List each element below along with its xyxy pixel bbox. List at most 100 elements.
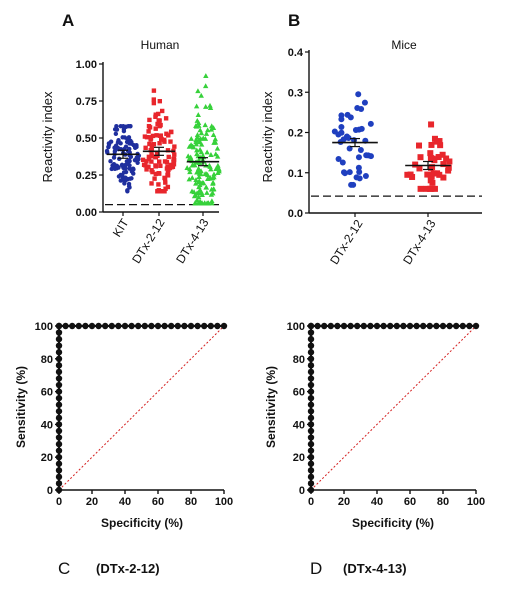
roc-point	[55, 421, 63, 428]
data-point	[358, 125, 365, 132]
data-point	[195, 88, 201, 94]
data-point	[153, 171, 158, 177]
data-point	[198, 200, 205, 206]
data-point	[152, 176, 157, 181]
roc-point	[472, 322, 480, 330]
data-point	[154, 150, 160, 156]
category-label: DTx-4-13	[400, 217, 439, 267]
x-tick-label: 100	[215, 496, 233, 508]
data-point	[115, 164, 120, 169]
data-point	[153, 114, 158, 119]
roc-point	[174, 322, 181, 330]
roc-point	[55, 368, 63, 376]
roc-point	[314, 322, 321, 330]
category-label: DTx-4-13	[173, 216, 212, 266]
roc-point	[307, 467, 315, 474]
panel-b-title: Mice	[391, 38, 417, 52]
y-tick-label: 1.00	[76, 59, 97, 71]
data-point	[197, 127, 203, 133]
data-point	[126, 158, 132, 163]
roc-point	[55, 460, 63, 467]
roc-point	[108, 322, 116, 330]
data-point	[417, 154, 424, 161]
data-point	[166, 133, 171, 138]
data-point	[195, 165, 202, 171]
data-point	[128, 123, 133, 129]
roc-point	[168, 322, 175, 330]
y-tick-label: 20	[293, 452, 305, 464]
data-point	[428, 141, 435, 148]
data-point	[143, 163, 148, 168]
x-tick-label: 60	[404, 496, 416, 508]
data-point	[215, 164, 221, 170]
roc-point	[55, 335, 63, 343]
data-point	[150, 169, 155, 175]
data-point	[157, 123, 162, 129]
data-point	[352, 127, 359, 134]
data-point	[155, 189, 160, 194]
data-point	[125, 188, 130, 193]
data-point	[156, 182, 161, 187]
roc-point	[307, 329, 315, 336]
x-tick-label: 40	[371, 496, 383, 508]
data-point	[200, 135, 206, 141]
roc-point	[373, 322, 381, 330]
data-point	[187, 166, 193, 172]
data-point	[150, 133, 156, 139]
y-tick-label: 0.50	[76, 133, 97, 145]
data-point	[192, 162, 198, 168]
roc-point	[400, 322, 407, 330]
roc-point	[55, 375, 63, 382]
roc-point	[55, 414, 63, 422]
data-point	[195, 112, 201, 117]
roc-point	[135, 322, 142, 330]
data-point	[357, 146, 364, 153]
data-point	[208, 166, 214, 172]
roc-point	[446, 322, 453, 330]
data-point	[194, 169, 200, 175]
roc-point	[55, 467, 63, 474]
data-point	[428, 121, 435, 128]
panel-c-xlabel: Specificity (%)	[101, 516, 183, 530]
data-point	[198, 141, 205, 147]
roc-point	[433, 322, 440, 330]
roc-point	[307, 486, 315, 494]
y-tick-label: 40	[293, 419, 305, 431]
roc-point	[62, 322, 69, 330]
data-point	[355, 154, 362, 161]
data-point	[146, 164, 151, 169]
data-point	[355, 164, 362, 171]
data-point	[136, 157, 141, 162]
roc-point	[55, 427, 63, 435]
roc-point	[95, 322, 102, 330]
panel-letter-d: D	[310, 559, 322, 578]
roc-point	[354, 322, 361, 330]
category-label: DTx-2-12	[327, 217, 366, 267]
data-point	[338, 124, 345, 131]
data-point	[153, 155, 159, 160]
data-point	[192, 200, 198, 206]
data-point	[163, 116, 169, 121]
reference-line	[310, 325, 477, 491]
data-point	[147, 117, 152, 123]
roc-point	[307, 381, 315, 389]
data-point	[149, 143, 155, 148]
panel-letter-c: C	[58, 559, 70, 578]
roc-point	[201, 322, 208, 330]
x-tick-label: 20	[338, 496, 350, 508]
data-point	[206, 175, 213, 181]
x-tick-label: 60	[152, 496, 164, 508]
data-point	[159, 108, 165, 114]
roc-point	[307, 368, 315, 376]
roc-point	[55, 394, 63, 402]
data-point	[446, 158, 453, 165]
data-point	[162, 139, 167, 144]
data-point	[121, 127, 127, 132]
data-point	[108, 159, 113, 164]
data-point	[187, 169, 193, 175]
data-point	[166, 167, 171, 173]
data-point	[338, 116, 345, 123]
data-point	[168, 164, 174, 170]
data-point	[350, 181, 357, 188]
